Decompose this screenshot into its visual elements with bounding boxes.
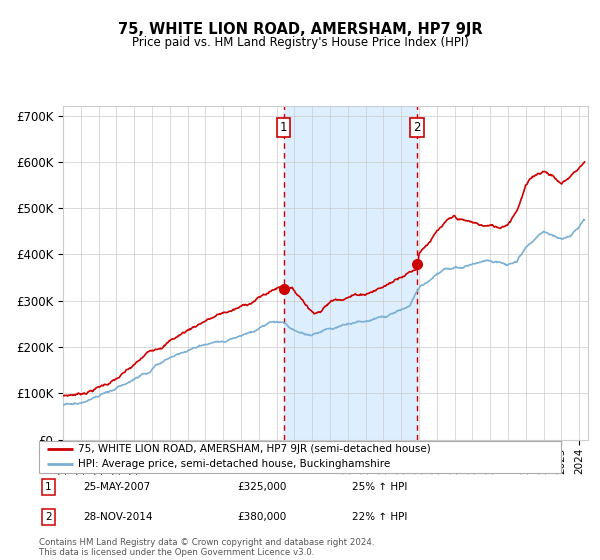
Bar	[284, 106, 417, 440]
Text: 25% ↑ HPI: 25% ↑ HPI	[352, 482, 407, 492]
Text: Contains HM Land Registry data © Crown copyright and database right 2024.
This d: Contains HM Land Registry data © Crown c…	[39, 538, 374, 557]
Text: 2: 2	[45, 512, 52, 522]
Text: 22% ↑ HPI: 22% ↑ HPI	[352, 512, 407, 522]
FancyBboxPatch shape	[39, 441, 561, 473]
Text: 2: 2	[413, 122, 421, 134]
Text: 75, WHITE LION ROAD, AMERSHAM, HP7 9JR: 75, WHITE LION ROAD, AMERSHAM, HP7 9JR	[118, 22, 482, 38]
Text: Price paid vs. HM Land Registry's House Price Index (HPI): Price paid vs. HM Land Registry's House …	[131, 36, 469, 49]
Text: HPI: Average price, semi-detached house, Buckinghamshire: HPI: Average price, semi-detached house,…	[78, 459, 391, 469]
Text: 25-MAY-2007: 25-MAY-2007	[83, 482, 151, 492]
Text: 1: 1	[280, 122, 287, 134]
Text: £325,000: £325,000	[238, 482, 287, 492]
Text: 28-NOV-2014: 28-NOV-2014	[83, 512, 153, 522]
Text: £380,000: £380,000	[238, 512, 287, 522]
Text: 75, WHITE LION ROAD, AMERSHAM, HP7 9JR (semi-detached house): 75, WHITE LION ROAD, AMERSHAM, HP7 9JR (…	[78, 445, 431, 455]
Text: 1: 1	[45, 482, 52, 492]
